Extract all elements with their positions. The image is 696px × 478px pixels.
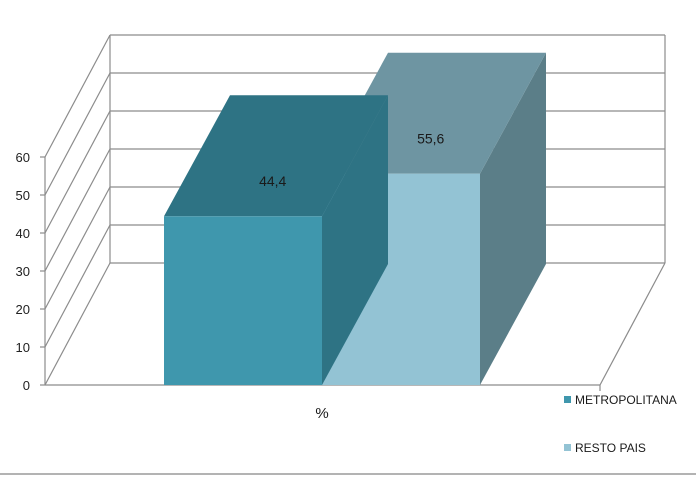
bar-metropolitana bbox=[164, 216, 322, 385]
legend-label: RESTO PAIS bbox=[575, 441, 646, 455]
x-axis-categories: % bbox=[315, 405, 328, 422]
y-tick-label: 30 bbox=[16, 264, 30, 279]
legend: METROPOLITANA RESTO PAIS bbox=[564, 393, 677, 455]
y-tick-label: 20 bbox=[16, 302, 30, 317]
data-labels: 44,4 55,6 bbox=[259, 130, 444, 189]
data-label: 44,4 bbox=[259, 173, 286, 189]
legend-swatch bbox=[564, 444, 571, 451]
bars bbox=[164, 52, 546, 385]
gridline-side bbox=[44, 148, 111, 272]
floor-right-edge bbox=[599, 262, 666, 386]
gridline-side bbox=[44, 262, 111, 386]
bar-side-metropolitana bbox=[322, 95, 388, 385]
y-tick-label: 0 bbox=[23, 378, 30, 393]
gridline-side bbox=[44, 34, 111, 158]
gridline-side bbox=[44, 224, 111, 348]
gridline-side bbox=[44, 186, 111, 310]
data-label: 55,6 bbox=[417, 130, 444, 146]
gridline-side bbox=[44, 72, 111, 196]
category-label: % bbox=[315, 405, 328, 422]
gridline-side bbox=[44, 110, 111, 234]
y-tick-label: 60 bbox=[16, 150, 30, 165]
legend-swatch bbox=[564, 396, 571, 403]
legend-label: METROPOLITANA bbox=[575, 393, 677, 407]
bar-side-resto-pais bbox=[480, 52, 546, 385]
y-tick-label: 50 bbox=[16, 188, 30, 203]
bar-top-metropolitana bbox=[164, 95, 388, 217]
y-tick-label: 40 bbox=[16, 226, 30, 241]
y-tick-label: 10 bbox=[16, 340, 30, 355]
y-axis-ticks: 0 10 20 30 40 50 60 bbox=[16, 150, 30, 393]
